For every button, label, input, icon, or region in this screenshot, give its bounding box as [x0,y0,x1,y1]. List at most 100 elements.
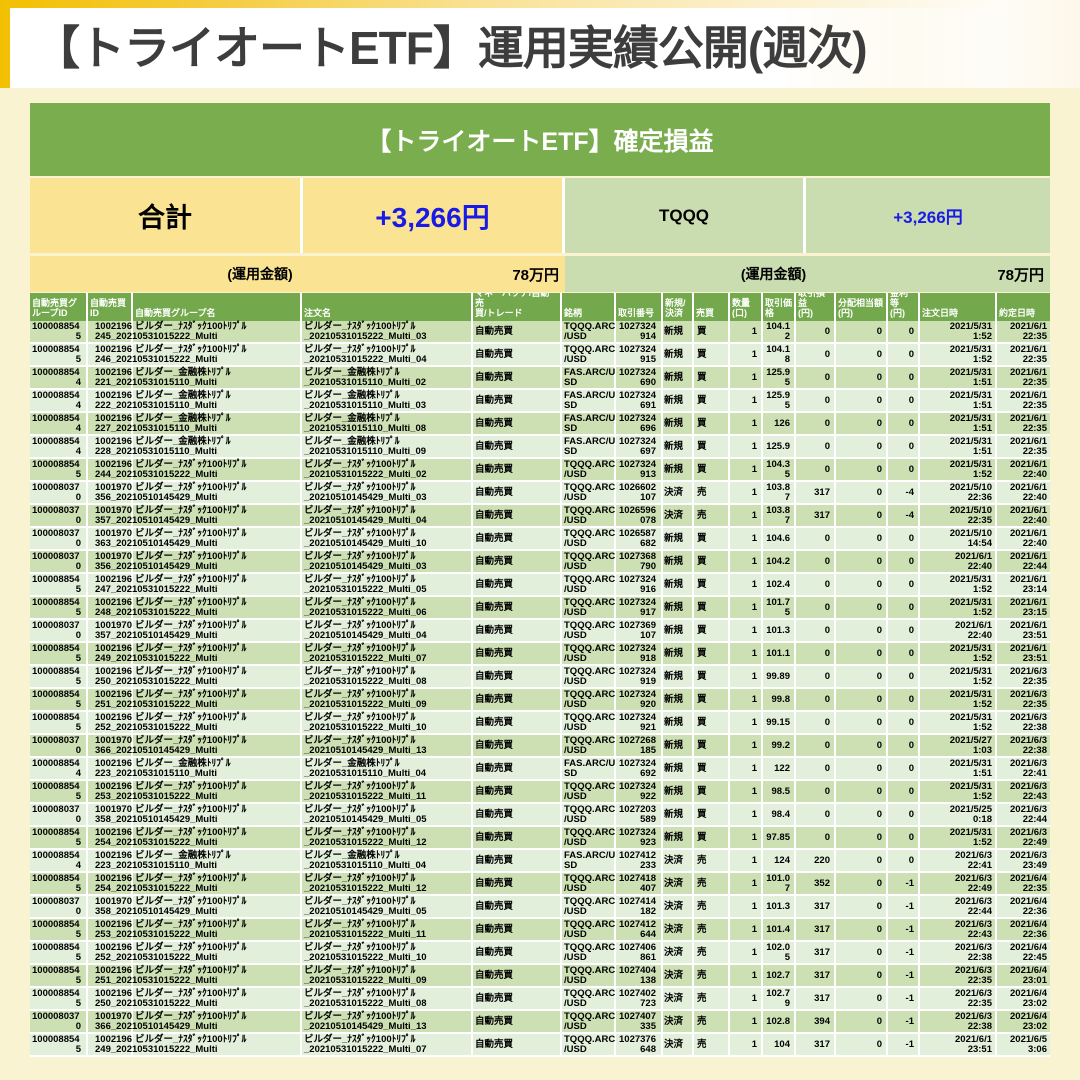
cell-trade-number: 1027324 915 [616,344,663,365]
cell-order-datetime: 2021/5/31 1:52 [920,643,997,664]
cell-fill-datetime: 2021/6/1 22:40 [1010,481,1047,503]
cell-trade-number: 1027324 916 [616,574,663,595]
cell-fill-datetime: 2021/6/3 22:38 [1010,734,1047,756]
cell-quantity: 1 [730,620,763,641]
cell-order-name: ビルダー_ﾅｽﾀﾞｯｸ100ﾄﾘﾌﾟﾙ _20210531015222_Multi… [302,827,473,848]
cell-group-id: 100008037 0 [30,482,88,503]
cell-open-close: 新規 [663,643,694,664]
cell-open-close: 新規 [663,436,694,457]
cell-side: 買 [694,574,730,595]
cell-order-name: ビルダー_金融株ﾄﾘﾌﾟﾙ _20210531015110_Multi_03 [302,390,473,411]
header-distribution: 分配相当額 (円) [836,293,888,321]
cell-open-close: 新規 [663,827,694,848]
cell-fill-datetime: 2021/6/4 23:02 [1010,987,1047,1009]
cell-group-id: 100008037 0 [30,896,88,917]
cell-distribution: 0 [836,666,888,687]
cell-auto-id: 1002196 244_20210531015222_Multi [88,459,218,480]
cell-order-datetime: 2021/6/1 23:51 [920,1034,997,1055]
cell-open-close: 新規 [663,620,694,641]
cell-trade-type: 自動売買 [473,758,562,779]
cell-distribution: 0 [836,459,888,480]
cell-price: 103.8 7 [763,505,796,526]
cell-trade-number: 1027412 644 [616,919,663,940]
cell-symbol: TQQQ.ARC/USD [564,596,616,618]
cell-interest: -1 [888,896,920,917]
cell-auto-id: 1001970 357_20210510145429_Multi [88,620,218,641]
cell-group-id: 100008037 0 [30,620,88,641]
cell-group-id: 100008854 4 [30,367,88,388]
cell-group-id: 100008854 4 [30,413,88,434]
cell-open-close: 新規 [663,551,694,572]
cell-distribution: 0 [836,597,888,618]
cell-price: 101.3 [763,620,796,641]
cell-fill-datetime: 2021/6/1 22:40 [1010,458,1047,480]
cell-group-id: 100008854 5 [30,459,88,480]
cell-auto-id: 1002196 228_20210531015110_Multi [88,436,217,457]
cell-symbol: TQQQ.ARC/USD [564,826,616,848]
cell-group-name: ビルダー_金融株ﾄﾘﾌﾟﾙ [133,413,302,434]
cell-pl: 317 [796,942,836,963]
funds-left-label: (運用金額) [227,266,293,282]
cell-auto-id: 1002196 253_20210531015222_Multi [88,781,218,802]
cell-group-name: ビルダー_ﾅｽﾀﾞｯｸ100ﾄﾘﾌﾟﾙ [133,781,302,802]
cell-price: 122 [763,758,796,779]
cell-fill-datetime: 2021/6/5 3:06 [1010,1033,1047,1055]
cell-side: 買 [694,459,730,480]
cell-group-name: ビルダー_ﾅｽﾀﾞｯｸ100ﾄﾘﾌﾟﾙ [133,689,302,710]
cell-auto-id: 1001970 356_20210510145429_Multi [88,551,218,572]
cell-quantity: 1 [730,413,763,434]
cell-auto-id: 1001970 366_20210510145429_Multi [88,1011,218,1032]
cell-price: 104 [763,1034,796,1055]
cell-fill-datetime: 2021/6/3 22:49 [1010,826,1047,848]
cell-trade-type: 自動売買 [473,712,562,733]
cell-group-id: 100008037 0 [30,1011,88,1032]
cell-auto-id: 1002196 250_20210531015222_Multi [88,988,218,1009]
header-auto-id: 自動売買 ID [88,293,133,321]
funds-right: (運用金額) 78万円 [565,256,1050,292]
cell-distribution: 0 [836,827,888,848]
cell-pl: 317 [796,505,836,526]
funds-left-value: 78万円 [512,266,559,284]
cell-open-close: 決済 [663,1034,694,1055]
cell-group-name: ビルダー_ﾅｽﾀﾞｯｸ100ﾄﾘﾌﾟﾙ [133,459,302,480]
cell-symbol: TQQQ.ARC/USD [564,550,616,572]
table-row: 100008854 5 1002196 254_20210531015222_Mult… [30,827,1050,850]
cell-interest: -1 [888,873,920,894]
cell-order-name: ビルダー_ﾅｽﾀﾞｯｸ100ﾄﾘﾌﾟﾙ _20210510145429_Multi… [302,1011,473,1032]
cell-order-datetime: 2021/5/10 22:35 [920,505,997,526]
cell-open-close: 決済 [663,988,694,1009]
cell-auto-id: 1002196 247_20210531015222_Multi [88,574,218,595]
table-row: 100008037 0 1001970 357_20210510145429_Mult… [30,505,1050,528]
cell-open-close: 決済 [663,873,694,894]
cell-side: 売 [694,505,730,526]
header-order-name: 注文名 [302,293,473,321]
cell-quantity: 1 [730,988,763,1009]
cell-interest: 0 [888,643,920,664]
cell-order-name: ビルダー_ﾅｽﾀﾞｯｸ100ﾄﾘﾌﾟﾙ _20210531015222_Multi… [302,1034,473,1055]
cell-order-name: ビルダー_ﾅｽﾀﾞｯｸ100ﾄﾘﾌﾟﾙ _20210531015222_Multi… [302,965,473,986]
cell-quantity: 1 [730,574,763,595]
cell-group-name: ビルダー_ﾅｽﾀﾞｯｸ100ﾄﾘﾌﾟﾙ [133,482,302,503]
cell-interest: 0 [888,827,920,848]
cell-interest: 0 [888,528,920,549]
cell-trade-number: 1027402 723 [616,988,663,1009]
cell-trade-number: 1027324 921 [616,712,663,733]
cell-quantity: 1 [730,367,763,388]
cell-distribution: 0 [836,689,888,710]
cell-group-id: 100008854 5 [30,1034,88,1055]
cell-order-name: ビルダー_ﾅｽﾀﾞｯｸ100ﾄﾘﾌﾟﾙ _20210531015222_Multi… [302,344,473,365]
total-label: 合計 [30,178,303,253]
cell-side: 売 [694,896,730,917]
cell-group-name: ビルダー_ﾅｽﾀﾞｯｸ100ﾄﾘﾌﾟﾙ [133,666,302,687]
cell-auto-id: 1001970 357_20210510145429_Multi [88,505,218,526]
cell-order-name: ビルダー_ﾅｽﾀﾞｯｸ100ﾄﾘﾌﾟﾙ _20210510145429_Multi… [302,735,473,756]
cell-order-name: ビルダー_ﾅｽﾀﾞｯｸ100ﾄﾘﾌﾟﾙ _20210531015222_Multi… [302,988,473,1009]
cell-auto-id: 1002196 223_20210531015110_Multi [88,758,217,779]
cell-distribution: 0 [836,1011,888,1032]
cell-side: 買 [694,367,730,388]
cell-auto-id: 1002196 253_20210531015222_Multi [88,919,218,940]
cell-side: 買 [694,689,730,710]
cell-group-name: ビルダー_金融株ﾄﾘﾌﾟﾙ [133,850,302,871]
cell-order-name: ビルダー_ﾅｽﾀﾞｯｸ100ﾄﾘﾌﾟﾙ _20210510145429_Multi… [302,505,473,526]
cell-side: 買 [694,827,730,848]
